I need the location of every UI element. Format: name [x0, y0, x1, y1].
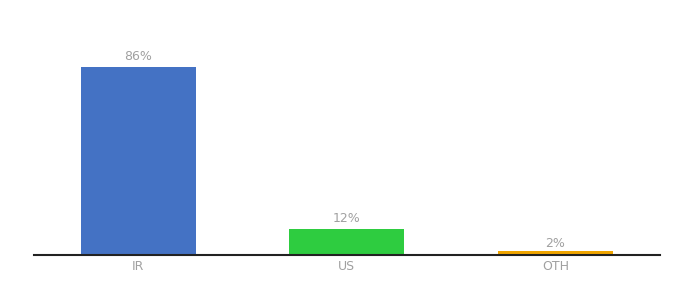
Text: 86%: 86% — [124, 50, 152, 63]
Text: 12%: 12% — [333, 212, 360, 225]
Bar — [81, 67, 196, 255]
Bar — [290, 229, 404, 255]
Text: 2%: 2% — [545, 236, 565, 250]
Bar — [498, 250, 613, 255]
